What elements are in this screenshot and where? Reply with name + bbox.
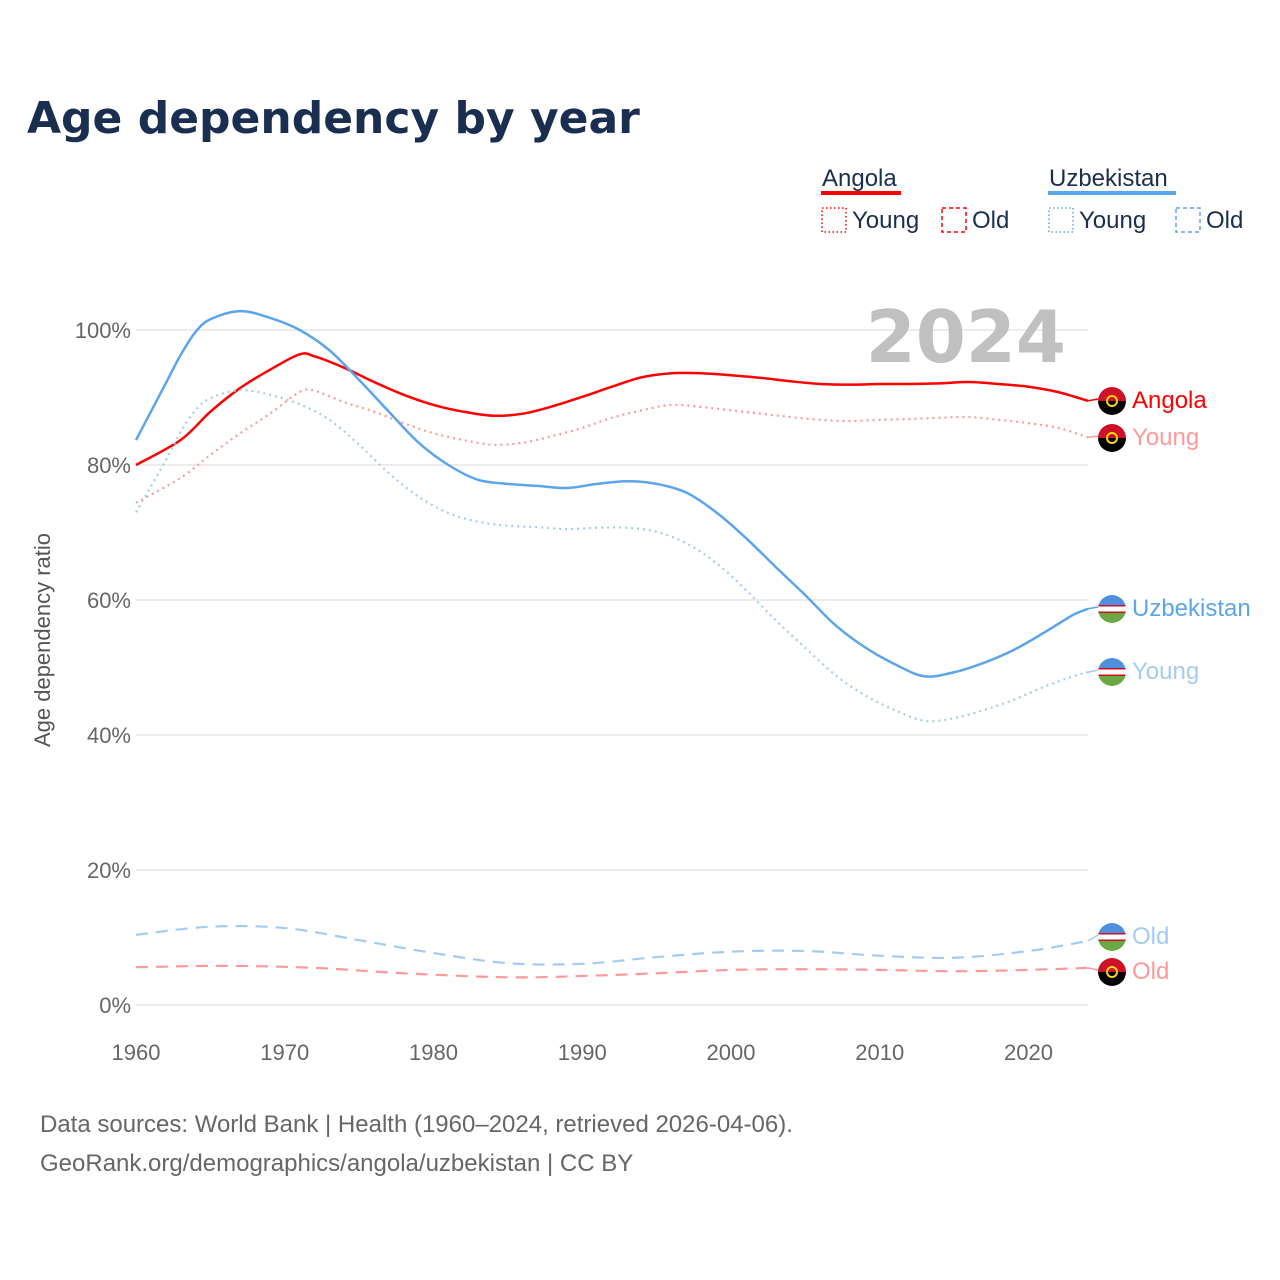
y-axis-label: Age dependency ratio <box>30 533 55 747</box>
x-tick-label: 2010 <box>855 1040 904 1065</box>
x-tick-label: 2020 <box>1004 1040 1053 1065</box>
end-label-text: Old <box>1132 958 1169 985</box>
legend-swatch-old <box>1175 207 1201 233</box>
gridlines: 0% 20% 40% 60% 80% 100% <box>75 318 1088 1018</box>
end-label-text: Uzbekistan <box>1132 595 1251 622</box>
end-label: Young <box>1087 424 1199 452</box>
series-line-uzbekistan <box>134 309 1089 678</box>
x-tick-label: 2000 <box>707 1040 756 1065</box>
end-label: Uzbekistan <box>1087 595 1251 623</box>
legend-item-label: Old <box>1206 207 1243 234</box>
angola-flag-icon <box>1098 958 1126 986</box>
data-source: Data sources: World Bank | Health (1960–… <box>40 1111 793 1138</box>
end-label-text: Angola <box>1132 387 1207 414</box>
year-watermark: 2024 <box>866 295 1066 379</box>
end-label-text: Young <box>1132 424 1199 451</box>
legend-swatch-old <box>941 207 967 233</box>
legend-item-label: Old <box>972 207 1009 234</box>
angola-flag-icon <box>1098 424 1126 452</box>
legend-underline <box>1048 191 1176 195</box>
series-line-angola-young <box>135 388 1089 504</box>
x-tick-label: 1990 <box>558 1040 607 1065</box>
uzbekistan-flag-icon <box>1098 923 1126 951</box>
legend: Angola Young Old Uzbekistan Young Old <box>821 165 1243 234</box>
legend-underline <box>821 191 901 195</box>
y-tick-label: 100% <box>75 318 131 343</box>
y-tick-label: 20% <box>87 858 131 883</box>
series-lines <box>134 309 1089 979</box>
series-line-angola <box>135 352 1089 467</box>
legend-item-label: Young <box>852 207 919 234</box>
series-line-angola-old <box>135 964 1089 979</box>
legend-swatch-young <box>1048 207 1074 233</box>
y-tick-label: 40% <box>87 723 131 748</box>
legend-item-label: Young <box>1079 207 1146 234</box>
angola-flag-icon <box>1098 387 1126 415</box>
end-label: Old <box>1087 958 1169 986</box>
end-labels: Angola Young Old Uzbekistan Young Old <box>1087 387 1251 986</box>
chart-title: Age dependency by year <box>27 93 640 144</box>
x-tick-label: 1970 <box>260 1040 309 1065</box>
x-tick-label: 1960 <box>112 1040 161 1065</box>
end-label-text: Young <box>1132 658 1199 685</box>
source-link[interactable]: GeoRank.org/demographics/angola/uzbekist… <box>40 1150 633 1177</box>
y-tick-label: 0% <box>99 993 131 1018</box>
end-label-text: Old <box>1132 923 1169 950</box>
series-line-uzbekistan-young <box>135 388 1089 723</box>
uzbekistan-flag-icon <box>1098 658 1126 686</box>
end-label: Young <box>1087 658 1199 686</box>
legend-country: Uzbekistan <box>1049 165 1168 192</box>
end-label: Old <box>1087 923 1169 951</box>
legend-swatch-young <box>821 207 847 233</box>
uzbekistan-flag-icon <box>1098 595 1126 623</box>
end-label: Angola <box>1087 387 1207 415</box>
x-axis: 1960 1970 1980 1990 2000 2010 2020 <box>112 1040 1053 1065</box>
legend-country: Angola <box>822 165 897 192</box>
y-tick-label: 60% <box>87 588 131 613</box>
series-line-uzbekistan-old <box>135 924 1089 966</box>
x-tick-label: 1980 <box>409 1040 458 1065</box>
y-tick-label: 80% <box>87 453 131 478</box>
legend-group-uzbekistan[interactable]: Uzbekistan Young Old <box>1048 165 1243 234</box>
legend-group-angola[interactable]: Angola Young Old <box>821 165 1009 234</box>
